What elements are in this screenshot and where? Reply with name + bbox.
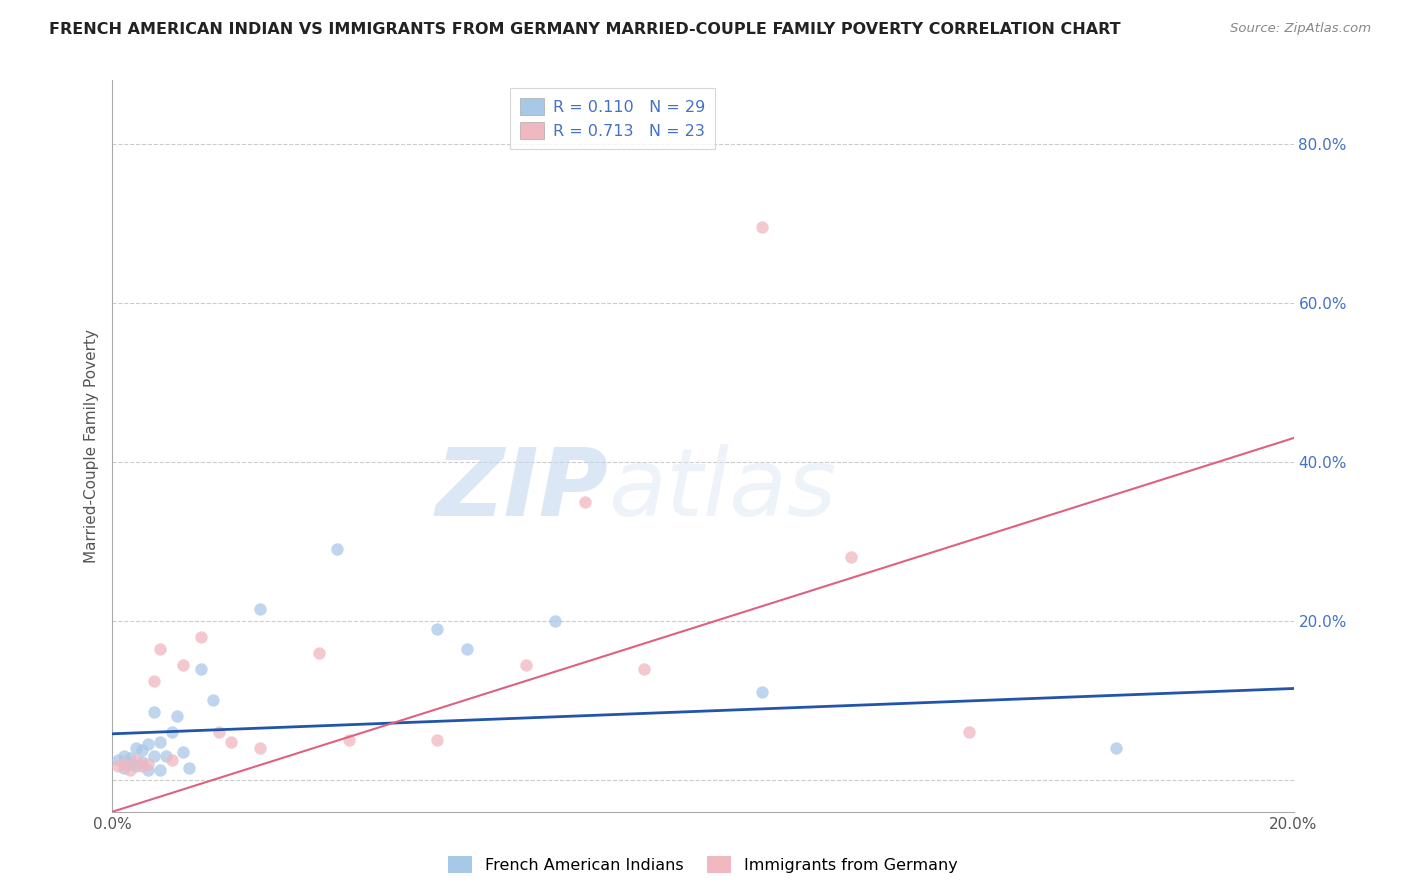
Point	[131, 758, 153, 772]
Point	[160, 753, 183, 767]
Text: FRENCH AMERICAN INDIAN VS IMMIGRANTS FROM GERMANY MARRIED-COUPLE FAMILY POVERTY : FRENCH AMERICAN INDIAN VS IMMIGRANTS FRO…	[49, 22, 1121, 37]
Point	[426, 733, 449, 747]
Point	[1105, 741, 1128, 756]
Y-axis label: Married-Couple Family Poverty: Married-Couple Family Poverty	[83, 329, 98, 563]
Point	[179, 761, 201, 775]
Point	[120, 750, 142, 764]
Point	[107, 758, 129, 772]
Point	[142, 673, 165, 688]
Point	[201, 693, 224, 707]
Text: atlas: atlas	[609, 444, 837, 535]
Point	[155, 749, 177, 764]
Point	[426, 622, 449, 636]
Point	[125, 758, 148, 772]
Point	[107, 753, 129, 767]
Point	[190, 662, 212, 676]
Point	[160, 725, 183, 739]
Point	[633, 662, 655, 676]
Point	[515, 657, 537, 672]
Point	[136, 737, 159, 751]
Point	[142, 749, 165, 764]
Text: ZIP: ZIP	[436, 444, 609, 536]
Point	[120, 764, 142, 778]
Point	[326, 542, 349, 557]
Point	[219, 735, 242, 749]
Point	[172, 745, 194, 759]
Point	[136, 764, 159, 778]
Point	[751, 220, 773, 235]
Point	[544, 614, 567, 628]
Point	[190, 630, 212, 644]
Point	[125, 741, 148, 756]
Point	[249, 741, 271, 756]
Point	[136, 757, 159, 772]
Legend: French American Indians, Immigrants from Germany: French American Indians, Immigrants from…	[441, 849, 965, 880]
Legend: R = 0.110   N = 29, R = 0.713   N = 23: R = 0.110 N = 29, R = 0.713 N = 23	[510, 88, 716, 149]
Point	[125, 753, 148, 767]
Point	[208, 725, 231, 739]
Point	[131, 756, 153, 770]
Point	[751, 685, 773, 699]
Point	[131, 742, 153, 756]
Point	[149, 764, 172, 778]
Text: Source: ZipAtlas.com: Source: ZipAtlas.com	[1230, 22, 1371, 36]
Point	[172, 657, 194, 672]
Point	[120, 757, 142, 772]
Point	[112, 749, 135, 764]
Point	[957, 725, 980, 739]
Point	[839, 550, 862, 565]
Point	[456, 641, 478, 656]
Point	[337, 733, 360, 747]
Point	[142, 706, 165, 720]
Point	[166, 709, 188, 723]
Point	[112, 761, 135, 775]
Point	[249, 602, 271, 616]
Point	[112, 757, 135, 772]
Point	[308, 646, 330, 660]
Point	[574, 494, 596, 508]
Point	[149, 641, 172, 656]
Point	[149, 735, 172, 749]
